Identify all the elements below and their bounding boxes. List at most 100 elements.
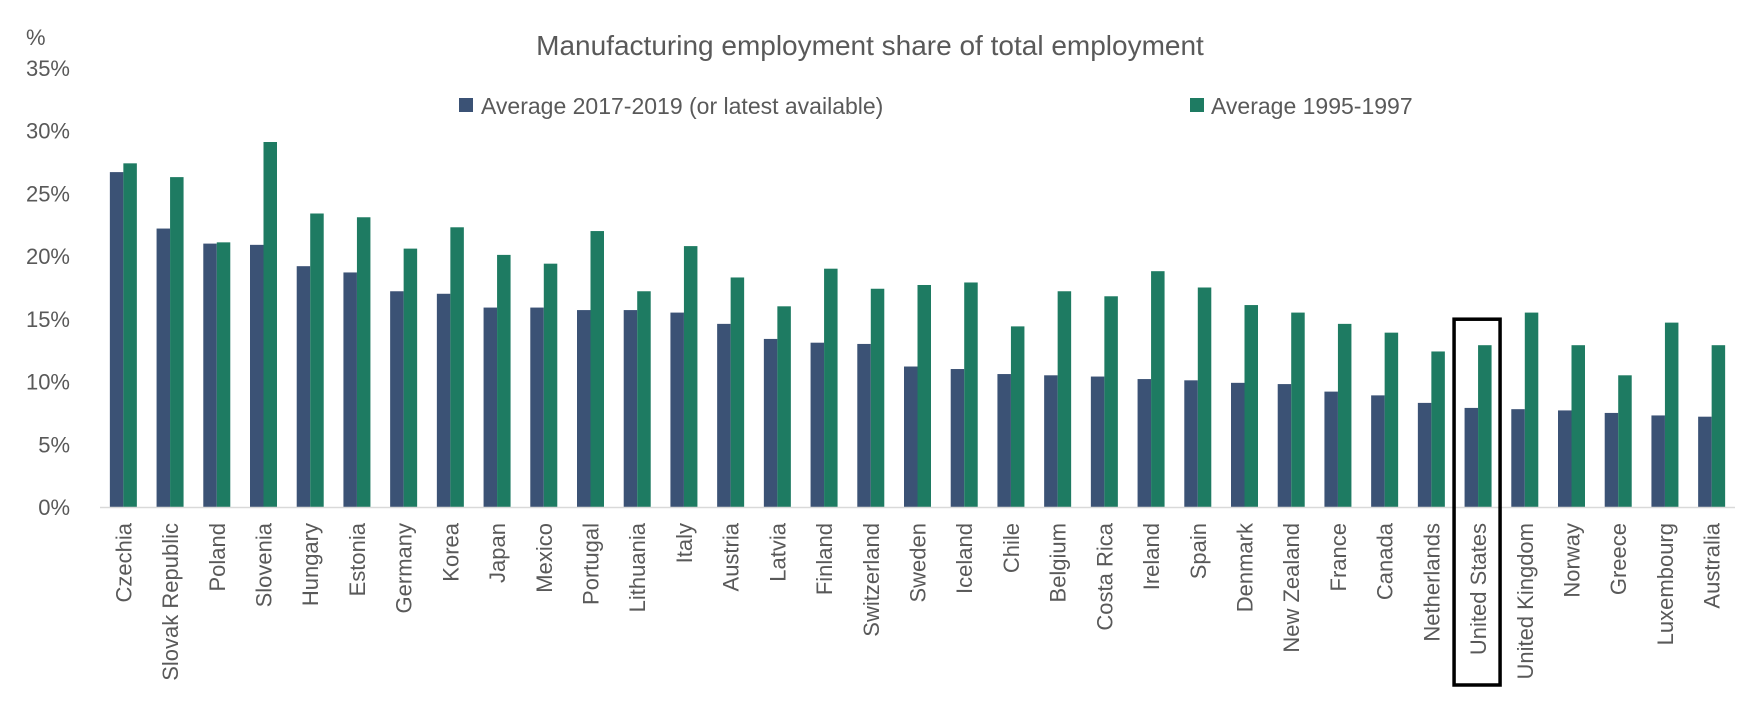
bar-series-2 xyxy=(216,242,231,507)
bar-series-2 xyxy=(1151,271,1165,507)
bar-series-1 xyxy=(717,323,731,507)
x-tick-label: Netherlands xyxy=(1419,523,1444,642)
bar-series-1 xyxy=(1417,402,1432,507)
y-tick-label: 20% xyxy=(26,244,70,269)
bar-series-1 xyxy=(296,266,311,507)
x-tick-label: Ireland xyxy=(1139,523,1164,590)
x-tick-label: Switzerland xyxy=(859,523,884,637)
x-tick-label: Sweden xyxy=(906,523,931,603)
bar-series-2 xyxy=(590,231,604,507)
bar-series-2 xyxy=(1478,345,1492,507)
x-axis: Czechia Slovak Republic Poland Slovenia Hung… xyxy=(100,506,1735,681)
bar-series-1 xyxy=(997,374,1011,507)
bar-series-2 xyxy=(870,288,885,507)
bar-series-1 xyxy=(1558,410,1572,507)
bar-series-2 xyxy=(450,227,464,508)
bar-series-1 xyxy=(250,244,264,507)
x-tick-label: Czechia xyxy=(111,522,136,602)
bar-series-1 xyxy=(436,293,451,507)
x-tick-label: Belgium xyxy=(1046,523,1071,602)
bar-series-1 xyxy=(1090,376,1105,507)
x-tick-label: United Kingdom xyxy=(1513,523,1538,680)
bar-series-1 xyxy=(1651,415,1665,507)
bar-series-1 xyxy=(1277,384,1292,507)
x-tick-label: Lithuania xyxy=(625,522,650,612)
bar-series-2 xyxy=(1057,291,1072,507)
x-tick-label: United States xyxy=(1466,523,1491,655)
bar-series-2 xyxy=(637,291,651,507)
x-tick-label: Chile xyxy=(999,523,1024,573)
bar-series-2 xyxy=(1104,296,1118,507)
bar-series-1 xyxy=(1371,395,1385,507)
bar-series-1 xyxy=(1231,382,1245,507)
x-tick-label: Mexico xyxy=(532,523,557,593)
bar-series-2 xyxy=(824,268,838,507)
bar-series-1 xyxy=(670,312,684,507)
y-tick-label: 15% xyxy=(26,307,70,332)
bar-series-2 xyxy=(123,163,137,507)
bar-series-2 xyxy=(310,213,324,507)
y-tick-label: 0% xyxy=(38,495,70,520)
bar-series-1 xyxy=(950,369,965,507)
bar-series-2 xyxy=(1337,323,1352,507)
highlight-box xyxy=(1452,317,1502,687)
bar-series-2 xyxy=(356,217,371,507)
bar-series-1 xyxy=(904,366,918,507)
legend-label-series-2: Average 1995-1997 xyxy=(1211,93,1413,119)
x-tick-label: Greece xyxy=(1606,523,1631,595)
chart-title: Manufacturing employment share of total … xyxy=(536,30,1204,61)
bar-series-2 xyxy=(170,177,184,507)
x-tick-label: Iceland xyxy=(952,523,977,594)
y-tick-label: 25% xyxy=(26,181,70,206)
bar-series-1 xyxy=(763,338,778,507)
highlight-group xyxy=(1452,317,1502,687)
y-axis: 0% 5% 10% 15% 20% 25% 30% 35% xyxy=(26,56,70,520)
bar-series-1 xyxy=(483,307,498,507)
x-tick-label: Latvia xyxy=(765,522,790,581)
bar-series-1 xyxy=(857,343,871,507)
bar-series-2 xyxy=(964,282,978,507)
bar-series-1 xyxy=(1604,412,1619,507)
x-tick-label: New Zealand xyxy=(1279,523,1304,653)
x-tick-label: Poland xyxy=(205,523,230,592)
y-tick-label: 5% xyxy=(38,432,70,457)
x-tick-label: Germany xyxy=(392,523,417,613)
bar-series-1 xyxy=(1698,416,1712,507)
x-tick-label: Slovenia xyxy=(252,522,277,607)
y-tick-label: 35% xyxy=(26,56,70,81)
legend-item-series-2: Average 1995-1997 xyxy=(1190,93,1413,119)
bar-series-2 xyxy=(543,263,558,507)
bar-series-1 xyxy=(156,228,171,508)
bar-series-1 xyxy=(530,307,544,507)
bar-series-2 xyxy=(1571,345,1585,507)
bar-series-1 xyxy=(810,342,825,507)
x-tick-label: Luxembourg xyxy=(1653,523,1678,645)
bar-series-2 xyxy=(1618,375,1632,507)
x-tick-label: Hungary xyxy=(298,523,323,606)
x-tick-label: Denmark xyxy=(1233,522,1258,612)
bars xyxy=(109,142,1726,508)
y-tick-label: 30% xyxy=(26,119,70,144)
bar-series-1 xyxy=(109,172,124,508)
bar-series-2 xyxy=(1431,351,1445,507)
x-tick-label: Norway xyxy=(1560,523,1585,598)
bar-series-1 xyxy=(343,272,357,507)
bar-series-1 xyxy=(1511,409,1525,507)
bar-series-1 xyxy=(577,310,591,507)
x-tick-label: Austria xyxy=(719,522,744,591)
x-tick-label: Costa Rica xyxy=(1092,522,1117,630)
legend-label-series-1: Average 2017-2019 (or latest available) xyxy=(481,93,883,119)
bar-series-2 xyxy=(777,306,791,507)
x-tick-label: Canada xyxy=(1373,522,1398,600)
x-tick-label: Italy xyxy=(672,523,697,563)
bar-series-1 xyxy=(1137,379,1152,507)
y-tick-label: 10% xyxy=(26,370,70,395)
x-tick-label: Australia xyxy=(1700,522,1725,608)
bar-series-2 xyxy=(497,254,511,507)
bar-series-1 xyxy=(1184,380,1198,507)
x-tick-label: Finland xyxy=(812,523,837,595)
bar-series-2 xyxy=(1524,312,1539,507)
x-tick-label: Spain xyxy=(1186,523,1211,579)
bar-series-2 xyxy=(917,284,931,507)
legend-swatch-series-2 xyxy=(1190,98,1204,112)
